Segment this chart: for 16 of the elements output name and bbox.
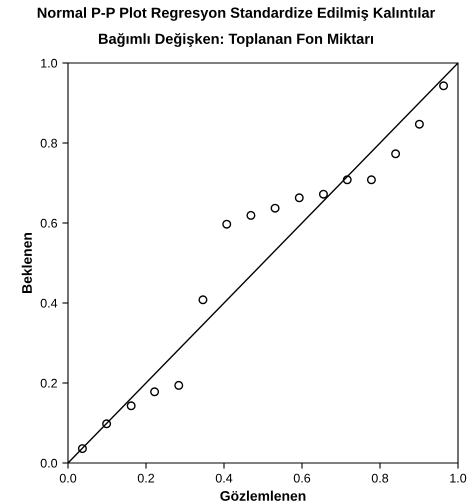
x-tick-label: 0.4 [216,474,232,483]
y-tick-label: 0.8 [40,138,58,148]
y-axis-title: Beklenen [22,232,32,293]
chart-title: Normal P-P Plot Regresyon Standardize Edilmiş Kalıntılar [38,7,436,21]
y-tick-label: 0.4 [40,298,58,308]
y-tick-label: 1.0 [41,58,58,68]
x-axis-title: Gözlemlenen [220,490,306,501]
chart-subtitle: Bağımlı Değişken: Toplanan Fon Miktarı [98,33,374,47]
x-tick-label: 1.0 [450,474,466,483]
y-tick-label: 0.6 [40,218,58,228]
y-tick-label: 0.0 [40,458,58,468]
x-tick-label: 0.0 [60,474,76,483]
x-tick-label: 0.6 [294,474,310,483]
x-tick-label: 0.8 [372,474,388,483]
x-tick-label: 0.2 [138,474,154,483]
y-tick-label: 0.2 [40,378,57,388]
